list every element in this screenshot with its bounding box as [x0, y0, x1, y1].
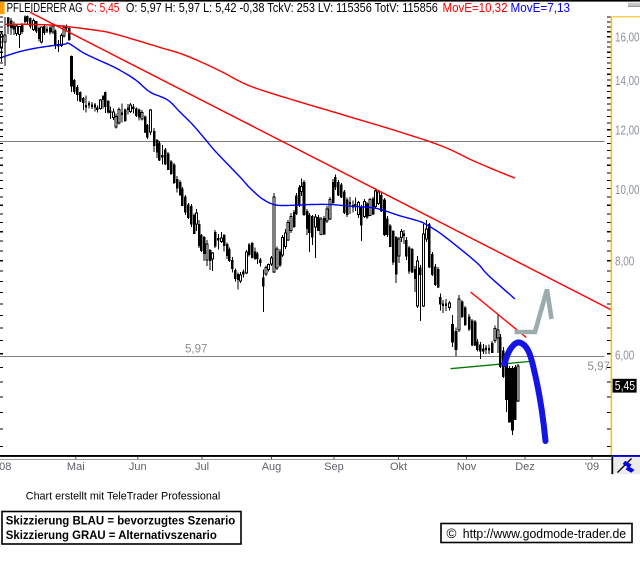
svg-text:http://www.godmode-trader.de: http://www.godmode-trader.de	[463, 526, 626, 541]
svg-text:MovE=7,13: MovE=7,13	[511, 0, 571, 15]
svg-text:Nov: Nov	[457, 461, 477, 473]
svg-text:MovE=10,32: MovE=10,32	[443, 0, 508, 15]
svg-text:6,00: 6,00	[615, 348, 634, 363]
svg-text:PFLEIDERER AG: PFLEIDERER AG	[7, 0, 83, 15]
svg-text:Chart erstellt mit TeleTrader: Chart erstellt mit TeleTrader Profession…	[26, 491, 221, 503]
svg-text:Jun: Jun	[129, 461, 147, 473]
svg-text:8,00: 8,00	[615, 253, 634, 268]
svg-text:Dez: Dez	[515, 461, 535, 473]
svg-text:Skizzierung BLAU = bevorzugtes: Skizzierung BLAU = bevorzugtes Szenario	[6, 514, 236, 528]
svg-text:16,00: 16,00	[615, 29, 640, 44]
svg-text:10,00: 10,00	[615, 182, 640, 197]
svg-text:'09: '09	[585, 461, 599, 473]
svg-text:C: 5,45: C: 5,45	[87, 0, 120, 15]
svg-text:Okt: Okt	[390, 461, 407, 473]
svg-text:O: 5,97 H: 5,97 L: 5,42 -0,38: O: 5,97 H: 5,97 L: 5,42 -0,38 TckV: 253 …	[126, 0, 438, 15]
svg-text:5,45: 5,45	[615, 378, 635, 393]
svg-text:5,97: 5,97	[588, 361, 610, 373]
svg-text:Mai: Mai	[67, 461, 85, 473]
svg-text:14,00: 14,00	[615, 73, 640, 88]
svg-text:Sep: Sep	[324, 461, 344, 473]
svg-text:Aug: Aug	[262, 461, 282, 473]
svg-text:5,97: 5,97	[185, 344, 207, 356]
svg-text:Skizzierung GRAU = Alternativs: Skizzierung GRAU = Alternativszenario	[6, 528, 217, 542]
svg-text:Jul: Jul	[195, 461, 209, 473]
svg-text:12,00: 12,00	[615, 123, 640, 138]
svg-text:'08: '08	[0, 461, 11, 473]
svg-text:©: ©	[447, 526, 457, 541]
